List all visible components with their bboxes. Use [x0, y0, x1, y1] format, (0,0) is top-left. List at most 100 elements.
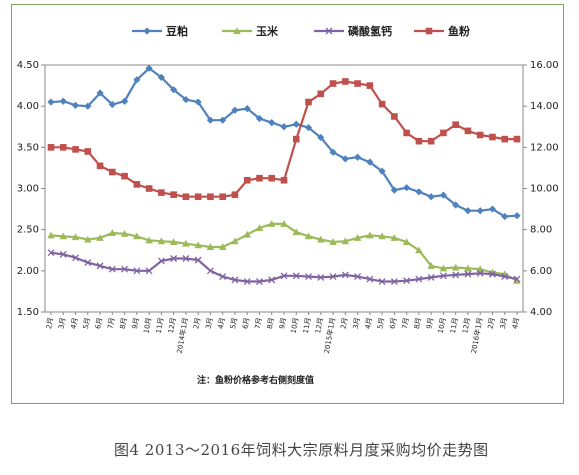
x-tick-label: 11月 — [302, 317, 313, 334]
data-point-stroke — [219, 273, 227, 281]
series-line — [50, 66, 518, 218]
data-point — [354, 80, 361, 87]
data-point-stroke — [108, 265, 116, 273]
x-tick-label: 12月 — [167, 317, 178, 334]
data-point — [476, 131, 484, 139]
series-玉米 — [47, 220, 521, 284]
data-point — [255, 224, 264, 232]
x-tick-label: 3月 — [499, 317, 509, 330]
data-point — [120, 97, 129, 105]
figure-caption: 图4 2013～2016年饲料大宗原料月度采购均价走势图 — [114, 441, 489, 459]
data-point — [464, 207, 472, 215]
data-point — [415, 275, 423, 283]
data-point — [71, 101, 80, 109]
data-point-stroke — [121, 265, 129, 273]
data-point — [256, 174, 263, 182]
x-tick-label: 4月 — [364, 317, 374, 330]
data-point — [354, 273, 362, 281]
data-point — [47, 98, 55, 106]
data-point-stroke — [341, 271, 349, 279]
data-point-stroke — [476, 269, 484, 277]
right-tick-label: 12.00 — [530, 142, 559, 153]
data-point — [378, 100, 386, 108]
data-point — [378, 167, 386, 175]
left-tick-label: 4.00 — [17, 101, 39, 112]
data-point — [280, 272, 288, 280]
data-point — [439, 191, 448, 199]
data-point — [145, 267, 153, 275]
data-point — [206, 267, 214, 275]
data-point — [182, 255, 190, 262]
x-tick-label: 11月 — [155, 317, 166, 334]
data-point — [390, 278, 398, 285]
left-tick-label: 2.00 — [17, 266, 39, 277]
data-point — [427, 273, 435, 281]
data-point — [403, 184, 411, 192]
data-point — [96, 89, 104, 97]
data-point — [47, 231, 55, 239]
legend-item: 磷酸氢钙 — [314, 24, 392, 38]
x-tick-label: 8月 — [413, 317, 423, 330]
data-point-stroke — [157, 257, 165, 265]
x-tick-label: 5月 — [376, 317, 386, 330]
data-point — [440, 129, 447, 137]
data-point — [268, 119, 276, 127]
data-point — [501, 212, 509, 221]
data-point-stroke — [256, 278, 263, 285]
left-tick-label: 3.00 — [17, 184, 39, 195]
data-point — [83, 235, 92, 243]
right-tick-label: 6.00 — [530, 266, 552, 277]
data-point — [231, 276, 239, 284]
data-point — [341, 237, 350, 245]
data-point — [316, 235, 325, 243]
data-point-stroke — [72, 254, 79, 262]
x-tick-label: 6月 — [94, 317, 104, 330]
data-point — [255, 114, 264, 123]
data-point — [415, 246, 423, 254]
data-point — [280, 123, 288, 131]
data-point — [84, 102, 92, 110]
data-point — [403, 277, 411, 285]
data-point — [342, 78, 349, 85]
data-point-stroke — [280, 272, 288, 280]
data-point-stroke — [489, 270, 496, 278]
series-line — [50, 222, 518, 282]
data-point — [145, 236, 153, 244]
data-point-stroke — [59, 250, 67, 258]
data-point-stroke — [501, 273, 509, 281]
right-tick-label: 16.00 — [530, 60, 559, 71]
data-point-stroke — [96, 262, 104, 270]
data-point — [120, 229, 129, 237]
x-tick-label: 9月 — [131, 317, 141, 330]
axes: 1.50 2.00 2.50 3.00 3.50 4.00 4.50 4.00 6.00 8.00… — [17, 60, 559, 354]
x-tick-label: 2014年1月 — [175, 317, 190, 354]
data-point — [325, 27, 333, 35]
data-point — [157, 257, 165, 265]
x-tick-label: 11月 — [449, 317, 460, 334]
data-point — [366, 231, 374, 239]
x-tick-label: 6月 — [388, 317, 398, 330]
data-point — [415, 137, 423, 145]
data-point — [402, 238, 411, 246]
data-point — [366, 158, 374, 166]
data-point — [403, 129, 410, 137]
data-point — [207, 193, 214, 201]
x-tick-label: 5月 — [82, 317, 92, 330]
data-point — [206, 243, 215, 250]
data-point — [513, 135, 521, 143]
x-tick-label: 4月 — [70, 317, 80, 330]
data-point — [366, 82, 374, 89]
data-point — [451, 263, 460, 271]
data-point — [243, 176, 251, 184]
data-point — [317, 273, 325, 281]
data-point — [305, 98, 312, 106]
data-point — [452, 271, 460, 279]
data-point — [145, 185, 153, 192]
data-point — [488, 205, 497, 213]
left-tick-label: 4.50 — [17, 60, 39, 71]
data-point-stroke — [170, 255, 178, 262]
x-tick-label: 2月 — [339, 317, 349, 330]
data-point-stroke — [513, 275, 521, 283]
x-tick-label: 2月 — [487, 317, 497, 330]
data-point — [280, 220, 288, 227]
